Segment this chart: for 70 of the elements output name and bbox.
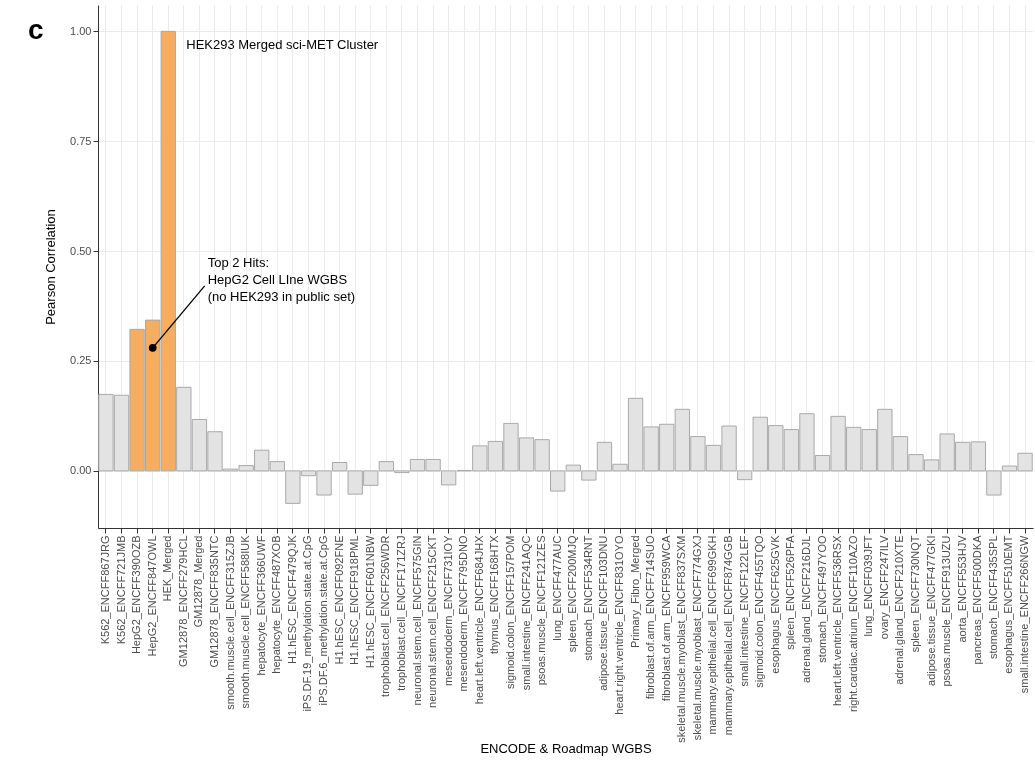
x-tick-label: GM12878_Merged	[192, 535, 205, 628]
x-tick-label: neuronal.stem.cell_ENCFF215CKT	[426, 535, 439, 708]
x-tick-label: psoas.muscle_ENCFF121ZES	[535, 535, 548, 686]
x-tick-label: adipose.tissue_ENCFF477GKI	[924, 535, 937, 686]
x-tick-label: heart.left.ventricle_ENCFF684JHX	[472, 534, 485, 705]
x-tick-label: spleen_ENCFF526PFA	[784, 534, 797, 650]
x-tick-label: GM12878_ENCFF835NTC	[207, 535, 220, 668]
y-tick-label: 0.00	[70, 464, 92, 477]
x-tick-label: thymus_ENCFF168HTX	[488, 534, 501, 655]
annotation: Top 2 Hits: HepG2 Cell LIne WGBS (no HEK293 in public set)	[207, 254, 356, 304]
x-tick-label: K562_ENCFF867JRG	[98, 535, 111, 645]
x-tick-label: sigmoid.colon_ENCFF455TQO	[753, 535, 766, 688]
x-axis-title: ENCODE & Roadmap WGBS	[480, 740, 652, 756]
x-tick-label: adrenal.gland_ENCFF210XTE	[893, 535, 906, 685]
x-tick-label: HepG2_ENCFF390OZB	[130, 535, 143, 655]
x-tick-label: lung_ENCFF477AUC	[550, 535, 563, 641]
x-tick-label: neuronal.stem.cell_ENCFF575GIN	[410, 535, 423, 706]
x-tick-label: trophoblast.cell_ENCFF256WDR	[379, 535, 392, 697]
x-tick-label: HEK_Merged	[161, 535, 174, 602]
x-tick-label: lung_ENCFF039JFT	[862, 535, 875, 637]
x-tick-label: iPS.DF.19_methylation.state.at.CpG	[301, 535, 314, 712]
y-tick-label: 0.25	[70, 354, 92, 367]
x-tick-label: spleen_ENCFF200MJQ	[566, 535, 579, 653]
x-tick-label: spleen_ENCFF730NQT	[909, 535, 922, 653]
x-tick-label: stomach_ENCFF497YOO	[815, 535, 828, 663]
x-tick-label: Primary_Fibro_Merged	[628, 535, 641, 648]
x-tick-label: K562_ENCFF721JMB	[114, 535, 127, 645]
x-tick-label: fibroblast.of.arm_ENCFF714SUO	[644, 535, 657, 700]
x-tick-label: esophagus_ENCFF625GVK	[768, 534, 781, 674]
x-tick-label: hepatocyte_ENCFF487XOB	[270, 535, 283, 674]
x-tick-label: skeletal.muscle.myoblast_ENCFF837SXM	[675, 535, 688, 743]
x-tick-label: psoas.muscle_ENCFF913UZU	[940, 535, 953, 687]
x-tick-label: right.cardiac.atrium_ENCFF110AZO	[846, 535, 859, 712]
x-tick-label: small.intestine_ENCFF266NGW	[1018, 534, 1031, 694]
x-tick-label: heart.right.ventricle_ENCFF831OYO	[613, 535, 626, 715]
x-tick-label: adipose.tissue_ENCFF103DNU	[597, 535, 610, 691]
x-tick-label: skeletal.muscle.myoblast_ENCFF774GXJ	[690, 535, 703, 741]
x-tick-label: mammary.epithelial.cell_ENCFF699GKH	[706, 535, 719, 735]
x-tick-label: hepatocyte_ENCFF366UWF	[254, 535, 267, 676]
x-tick-label: trophoblast.cell_ENCFF171ZRJ	[394, 535, 407, 691]
x-tick-label: aorta_ENCFF553HJV	[955, 534, 968, 643]
y-tick-label: 0.50	[70, 244, 92, 257]
x-tick-label: stomach_ENCFF435SPL	[986, 535, 999, 659]
annotation: HEK293 Merged sci-MET Cluster	[186, 37, 379, 53]
x-tick-label: esophagus_ENCFF510EMT	[1002, 535, 1015, 674]
y-tick-label: 0.75	[70, 134, 92, 147]
x-tick-label: smooth.muscle.cell_ENCFF315ZJB	[223, 535, 236, 710]
x-tick-label: ovary_ENCFF247ILV	[877, 534, 890, 640]
x-tick-label: H1.hESC_ENCFF918PML	[348, 535, 361, 666]
x-tick-label: heart.left.ventricle_ENCFF536RSX	[831, 534, 844, 707]
x-tick-label: fibroblast.of.arm_ENCFF959WCA	[659, 534, 672, 702]
x-tick-label: H1.hESC_ENCFF092FNE	[332, 535, 345, 665]
y-axis-title: Pearson Correlation	[43, 209, 59, 325]
x-tick-label: adrenal.gland_ENCFF216DJL	[799, 535, 812, 683]
x-tick-label: smooth.muscle.cell_ENCFF588IUK	[239, 534, 252, 709]
x-tick-label: HepG2_ENCFF847OWL	[145, 535, 158, 657]
x-tick-label: small.intestine_ENCFF241AQC	[519, 535, 532, 691]
x-tick-label: mesendoderm_ENCFF795DNO	[457, 535, 470, 692]
chart-title: c	[28, 14, 44, 45]
x-tick-label: mesendoderm_ENCFF731IOY	[441, 534, 454, 686]
x-tick-label: H1.hESC_ENCFF601NBW	[363, 534, 376, 669]
x-tick-label: H1.hESC_ENCFF479QJK	[285, 534, 298, 664]
x-tick-label: sigmoid.colon_ENCFF157POM	[503, 535, 516, 689]
x-tick-label: iPS.DF.6_methylation.state.at.CpG	[317, 535, 330, 706]
x-tick-label: small.intestine_ENCFF122LEF	[737, 535, 750, 687]
y-tick-label: 1.00	[70, 24, 92, 37]
x-tick-label: stomach_ENCFF534RNT	[581, 535, 594, 661]
x-tick-label: mammary.epithelial.cell_ENCFF874GGB	[722, 535, 735, 736]
x-tick-label: GM12878_ENCFF279HCL	[176, 535, 189, 667]
x-tick-label: pancreas_ENCFF500DKA	[971, 534, 984, 665]
